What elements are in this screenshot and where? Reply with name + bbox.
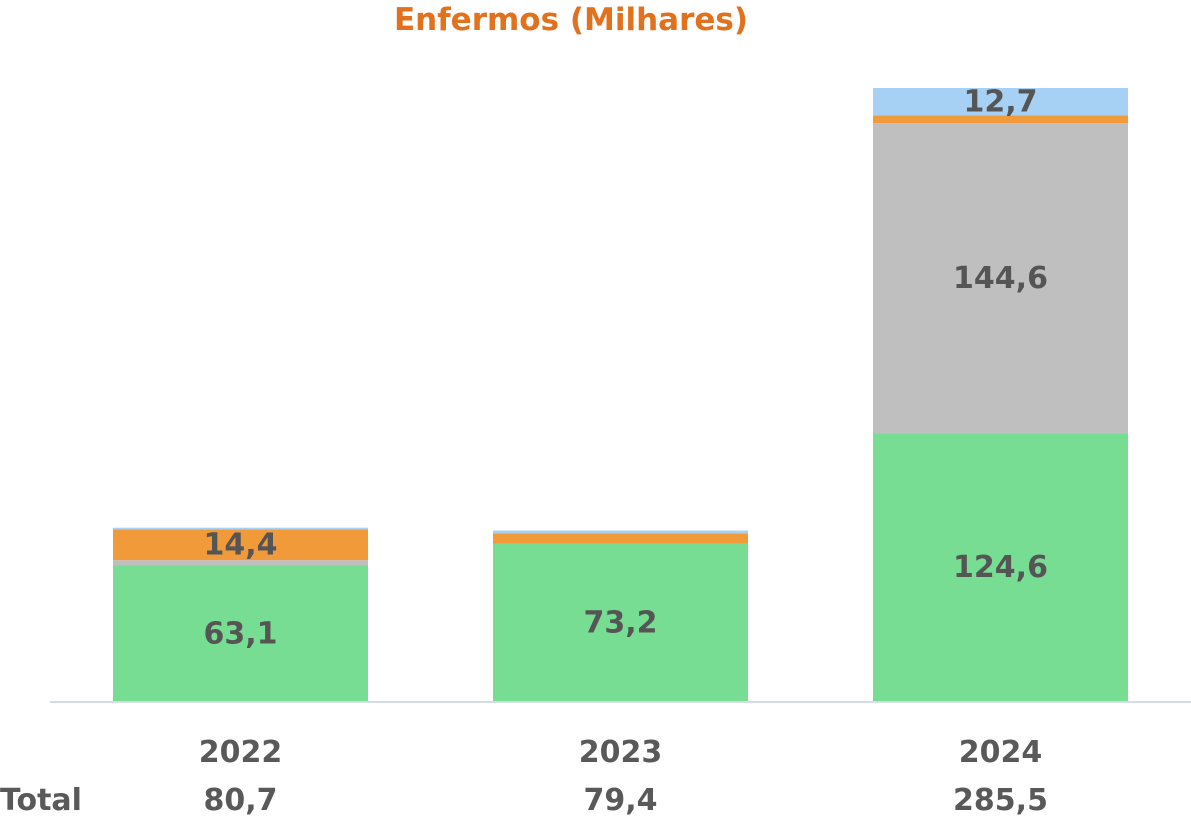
bar-segment-2023-series-4 (493, 530, 748, 534)
data-label-2023-series-1: 73,2 (583, 605, 657, 640)
category-label-2022: 2022 (199, 735, 283, 770)
bar-segment-2024-series-2 (873, 123, 1128, 434)
data-label-2024-series-1: 124,6 (953, 550, 1048, 585)
total-value-2024: 285,5 (953, 783, 1048, 818)
bar-segment-2022-series-4 (113, 527, 368, 530)
bar-segment-2024-series-3 (873, 115, 1128, 123)
bar-segment-2022-series-2 (113, 560, 368, 566)
bar-2022: 63,1 14,4 (113, 528, 368, 701)
chart-title: Enfermos (Milhares) (394, 2, 748, 38)
totals-row: 80,7 79,4 285,5 (203, 783, 1047, 818)
data-label-2022-series-3: 14,4 (203, 528, 277, 563)
bar-segment-2024-series-4 (873, 88, 1128, 116)
category-labels: 2022 2023 2024 (199, 735, 1043, 770)
data-label-2024-series-2: 144,6 (953, 261, 1048, 296)
total-value-2022: 80,7 (203, 783, 277, 818)
total-value-2023: 79,4 (583, 783, 657, 818)
category-label-2024: 2024 (959, 735, 1043, 770)
bars-group: 63,1 14,4 73,2 124,6 144,6 12,7 (113, 85, 1128, 701)
bar-segment-2023-series-3 (493, 533, 748, 544)
bar-2023: 73,2 (493, 530, 748, 701)
totals-row-label: Total (0, 783, 82, 818)
category-label-2023: 2023 (579, 735, 663, 770)
bar-segment-2024-series-1 (873, 433, 1128, 701)
bar-segment-2022-series-1 (113, 565, 368, 701)
bar-segment-2023-series-1 (493, 543, 748, 701)
bar-2024: 124,6 144,6 12,7 (873, 85, 1128, 701)
data-label-2024-series-4: 12,7 (963, 85, 1037, 120)
data-label-2022-series-1: 63,1 (203, 616, 277, 651)
bar-segment-2022-series-3 (113, 529, 368, 561)
